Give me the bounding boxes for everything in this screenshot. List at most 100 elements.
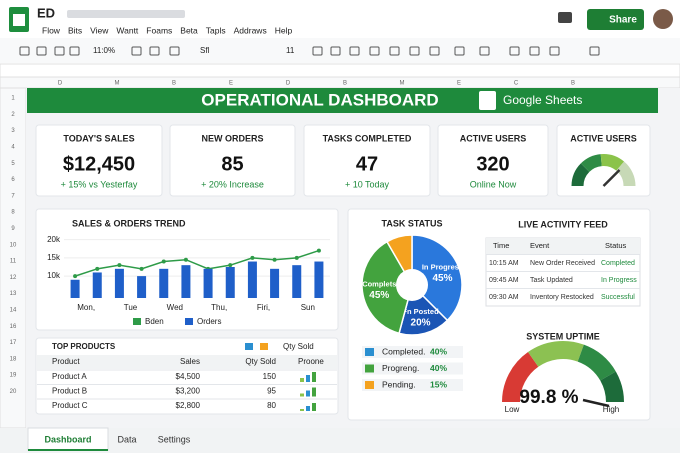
toolbar-icon[interactable]: [529, 46, 540, 56]
line: [74, 249, 320, 277]
legend-swatch: [185, 318, 193, 325]
toolbar-icon[interactable]: [69, 46, 80, 56]
font-name[interactable]: Sfl: [200, 46, 210, 55]
slice-label: Fn Posted: [402, 307, 439, 316]
products-cell: 95: [267, 387, 276, 396]
products-header-cell: Product: [52, 357, 80, 366]
feed-cell: Successful: [601, 294, 635, 301]
pie-slice: [411, 234, 463, 322]
menu-item[interactable]: View: [90, 25, 109, 35]
feed-cell: Task Updated: [530, 277, 573, 284]
toolbar-icon[interactable]: [312, 46, 323, 56]
kpi-label: ACTIVE USERS: [460, 133, 527, 143]
toolbar-icon[interactable]: [389, 46, 400, 56]
zoom[interactable]: 11:0%: [93, 46, 115, 55]
row-label: 7: [11, 193, 15, 199]
mini-bar: [312, 372, 316, 382]
toolbar-icon[interactable]: [149, 46, 160, 56]
products-legend: Qty Sold: [283, 342, 314, 351]
toolbar-icon[interactable]: [36, 46, 47, 56]
row-header: [0, 87, 27, 429]
legend-swatch: [365, 381, 374, 389]
row-label: 2: [11, 112, 15, 118]
sheet-tab[interactable]: Data: [117, 434, 136, 444]
legend-label: Completed.: [382, 346, 425, 356]
toolbar-icon[interactable]: [589, 46, 600, 56]
kpi-value: 320: [476, 153, 509, 175]
menu-item[interactable]: Beta: [180, 25, 198, 35]
x-tick-label: Mon,: [77, 303, 95, 312]
gauge-needle: [602, 169, 621, 187]
row-label: 17: [10, 340, 17, 346]
legend-value: 15%: [430, 379, 447, 389]
products-header: [37, 355, 337, 369]
mini-bar: [306, 406, 310, 411]
comments-icon[interactable]: [558, 12, 572, 23]
line-point: [272, 257, 277, 262]
menu-item[interactable]: Wantt: [116, 25, 139, 35]
share-button[interactable]: [587, 9, 644, 30]
menu-item[interactable]: Help: [275, 25, 293, 35]
formula-bar[interactable]: [0, 63, 680, 78]
toolbar-icon[interactable]: [330, 46, 341, 56]
menu-item[interactable]: Bits: [68, 25, 82, 35]
mini-bar: [312, 403, 316, 411]
menu-item[interactable]: Foams: [146, 25, 172, 35]
sheet-tab[interactable]: Dashboard: [44, 434, 91, 444]
legend-swatch: [365, 364, 374, 373]
row-label: 3: [11, 128, 15, 134]
feed-cell: Inventory Restocked: [530, 294, 594, 301]
kpi-value: 85: [221, 153, 243, 175]
toolbar-icon[interactable]: [509, 46, 520, 56]
legend-label: Orders: [197, 317, 221, 326]
kpi-card: [169, 124, 296, 197]
mini-bar: [300, 393, 304, 397]
toolbar-icon[interactable]: [54, 46, 65, 56]
row-label: 9: [11, 226, 15, 232]
toolbar-icon[interactable]: [409, 46, 420, 56]
tab-bar: [0, 428, 680, 453]
toolbar-icon[interactable]: [369, 46, 380, 56]
uptime-high: High: [603, 405, 619, 414]
bar: [92, 272, 102, 298]
menu-item[interactable]: Flow: [42, 25, 61, 35]
legend-bg: [362, 346, 463, 358]
toolbar-icon[interactable]: [429, 46, 440, 56]
toolbar-icon[interactable]: [479, 46, 490, 56]
feed-cell: Completed: [601, 260, 635, 267]
column-label: E: [457, 81, 461, 87]
row-label: 16: [10, 324, 17, 330]
products-header-cell: Proone: [298, 357, 324, 366]
uptime-segment: [502, 352, 539, 403]
toolbar-icon[interactable]: [169, 46, 180, 56]
toolbar-icon[interactable]: [454, 46, 465, 56]
y-tick-label: 15k: [47, 253, 61, 262]
menu-item[interactable]: Addraws: [234, 25, 267, 35]
share-label[interactable]: Share: [609, 15, 637, 26]
sheet-tab[interactable]: Settings: [158, 434, 191, 444]
toolbar-icon[interactable]: [549, 46, 560, 56]
gauge-segment: [571, 163, 590, 187]
products-cell: Product C: [52, 401, 88, 410]
uptime-title: SYSTEM UPTIME: [526, 331, 600, 341]
font-size[interactable]: 11: [286, 46, 295, 55]
uptime-segment: [600, 371, 624, 403]
toolbar-icon[interactable]: [131, 46, 142, 56]
legend-swatch: [133, 318, 141, 325]
bar: [247, 261, 257, 298]
menu-item[interactable]: Tapls: [206, 25, 226, 35]
slice-label: In Progress: [422, 262, 463, 271]
kpi-note: + 10 Today: [345, 179, 390, 189]
line-point: [95, 266, 100, 271]
feed-header-cell: Event: [530, 241, 550, 250]
feed-header-cell: Status: [605, 241, 627, 250]
mini-bar: [300, 409, 304, 411]
toolbar-icon[interactable]: [19, 46, 30, 56]
avatar[interactable]: [653, 9, 673, 29]
row-label: 8: [11, 210, 15, 216]
toolbar-icon[interactable]: [349, 46, 360, 56]
line-point: [161, 259, 166, 264]
column-label: M: [115, 81, 120, 87]
doc-name-field[interactable]: [67, 10, 185, 18]
